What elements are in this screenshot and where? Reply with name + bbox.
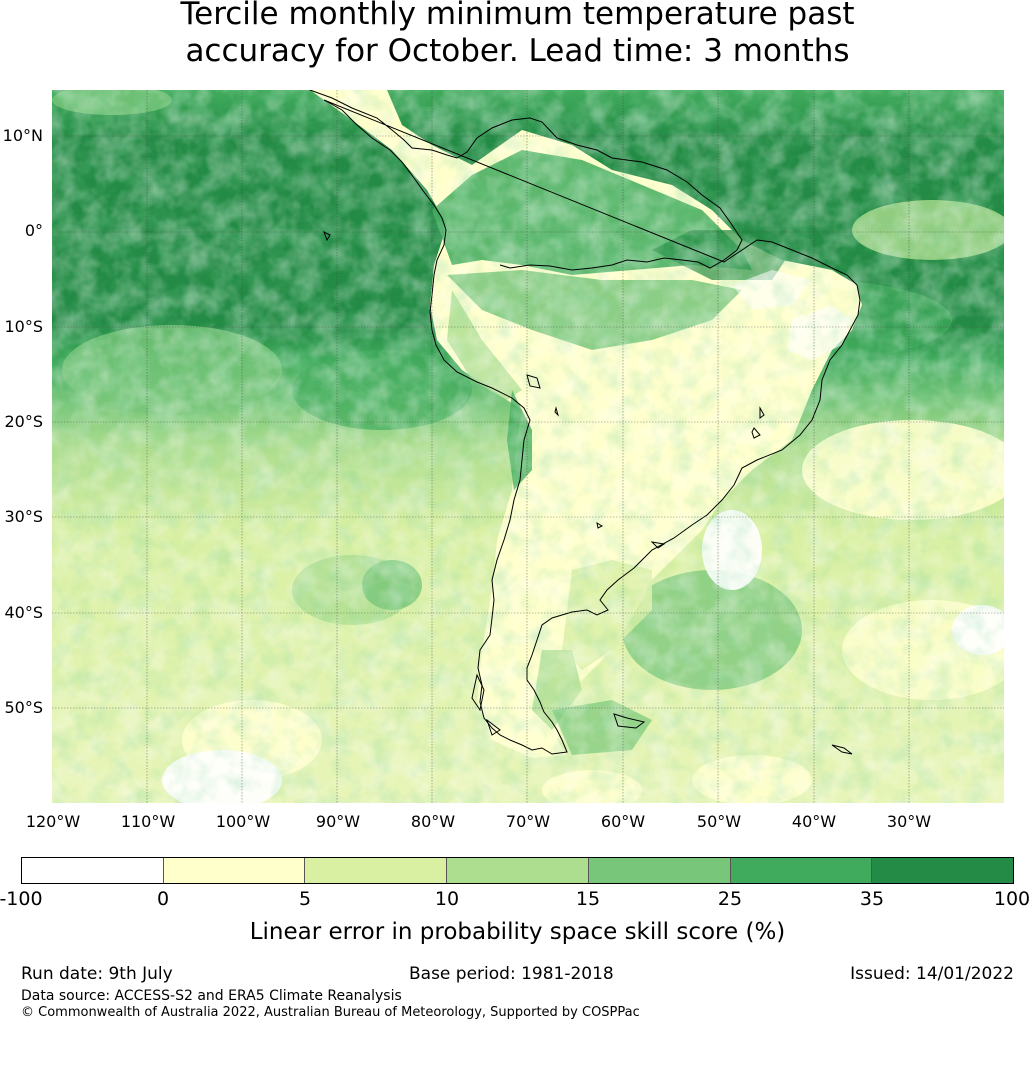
colorbar-bin-7 xyxy=(872,858,1014,883)
lon-label-70w: 70°W xyxy=(505,812,551,831)
lat-label-40s: 40°S xyxy=(4,603,43,622)
colorbar-tick: 0 xyxy=(156,888,170,910)
colorbar xyxy=(21,857,1014,884)
colorbar-bin-1 xyxy=(22,858,164,883)
colorbar-tick: 35 xyxy=(859,888,885,910)
lon-label-30w: 30°W xyxy=(886,812,932,831)
colorbar-tick: 25 xyxy=(717,888,743,910)
lon-label-60w: 60°W xyxy=(600,812,646,831)
skill-map xyxy=(52,90,1004,803)
lon-label-50w: 50°W xyxy=(696,812,742,831)
lat-label-10s: 10°S xyxy=(4,317,43,336)
data-source: Data source: ACCESS-S2 and ERA5 Climate … xyxy=(21,988,402,1004)
colorbar-bin-5 xyxy=(588,858,731,883)
colorbar-tick: 15 xyxy=(575,888,601,910)
colorbar-bin-2 xyxy=(163,858,306,883)
colorbar-bin-4 xyxy=(447,858,589,883)
colorbar-tick: 5 xyxy=(298,888,312,910)
islands xyxy=(323,230,853,755)
run-date: Run date: 9th July xyxy=(21,964,173,984)
colorbar-tick: -100 xyxy=(0,888,43,910)
colorbar-bin-3 xyxy=(305,858,448,883)
lat-label-30s: 30°S xyxy=(4,507,43,526)
coastline xyxy=(309,90,861,755)
lat-label-10n: 10°N xyxy=(2,126,43,145)
issued-date: Issued: 14/01/2022 xyxy=(850,964,1014,984)
lat-label-20s: 20°S xyxy=(4,412,43,431)
lon-label-80w: 80°W xyxy=(410,812,456,831)
colorbar-bin-6 xyxy=(730,858,873,883)
lat-label-50s: 50°S xyxy=(4,698,43,717)
base-period: Base period: 1981-2018 xyxy=(409,964,614,984)
colorbar-tick: 100 xyxy=(993,888,1031,910)
lon-label-110w: 110°W xyxy=(120,812,176,831)
lat-label-0: 0° xyxy=(24,221,43,240)
map-title: Tercile monthly minimum temperature past… xyxy=(0,0,1035,70)
texture-dark xyxy=(52,90,1004,803)
title-line-2: accuracy for October. Lead time: 3 month… xyxy=(185,33,850,69)
map-canvas xyxy=(52,90,1004,803)
lon-label-90w: 90°W xyxy=(315,812,361,831)
copyright: © Commonwealth of Australia 2022, Austra… xyxy=(21,1005,640,1020)
colorbar-tick: 10 xyxy=(434,888,460,910)
lon-label-40w: 40°W xyxy=(791,812,837,831)
gridlines xyxy=(52,90,1004,803)
lon-label-100w: 100°W xyxy=(215,812,271,831)
lon-label-120w: 120°W xyxy=(25,812,81,831)
colorbar-label: Linear error in probability space skill … xyxy=(249,919,786,945)
title-line-1: Tercile monthly minimum temperature past xyxy=(180,0,855,32)
